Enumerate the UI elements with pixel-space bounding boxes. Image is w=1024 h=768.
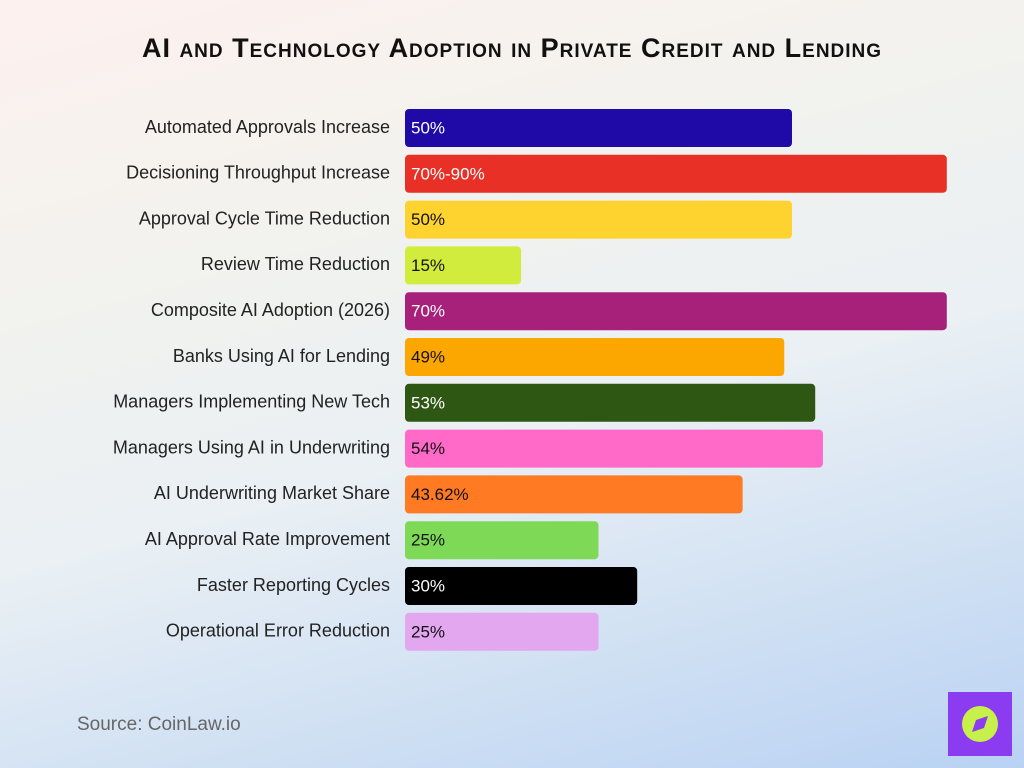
category-label: Managers Implementing New Tech bbox=[113, 392, 390, 412]
bar bbox=[405, 521, 599, 560]
value-label: 50% bbox=[411, 118, 445, 137]
bar bbox=[405, 246, 522, 285]
value-label: 30% bbox=[411, 576, 445, 595]
logo bbox=[948, 692, 1012, 756]
category-label: Managers Using AI in Underwriting bbox=[113, 437, 390, 457]
bar bbox=[405, 200, 792, 239]
category-label: Approval Cycle Time Reduction bbox=[139, 208, 390, 228]
bar bbox=[405, 338, 785, 376]
bar bbox=[405, 475, 743, 514]
value-label: 53% bbox=[411, 393, 445, 412]
category-label: Composite AI Adoption (2026) bbox=[151, 300, 390, 320]
bar bbox=[405, 612, 599, 651]
value-label: 70%-90% bbox=[411, 164, 485, 183]
category-label: Banks Using AI for Lending bbox=[173, 346, 390, 366]
bar bbox=[405, 429, 823, 468]
bar bbox=[405, 292, 947, 331]
category-label: Faster Reporting Cycles bbox=[197, 575, 390, 595]
value-label: 50% bbox=[411, 210, 445, 229]
category-label: Review Time Reduction bbox=[201, 254, 390, 274]
logo-mark bbox=[972, 716, 988, 732]
category-label: AI Underwriting Market Share bbox=[154, 483, 390, 503]
source: Source: CoinLaw.io bbox=[77, 714, 241, 735]
category-label: AI Approval Rate Improvement bbox=[145, 529, 390, 549]
bar bbox=[405, 567, 638, 605]
category-label: Automated Approvals Increase bbox=[145, 117, 390, 137]
bar bbox=[405, 109, 792, 147]
category-label: Decisioning Throughput Increase bbox=[126, 163, 390, 183]
chart-title: AI and Technology Adoption in Private Cr… bbox=[142, 33, 882, 63]
value-label: 70% bbox=[411, 302, 445, 321]
value-label: 15% bbox=[411, 256, 445, 275]
bar bbox=[405, 154, 947, 193]
value-label: 54% bbox=[411, 439, 445, 458]
value-label: 43.62% bbox=[411, 485, 469, 504]
value-label: 25% bbox=[411, 531, 445, 550]
bar bbox=[405, 383, 816, 422]
value-label: 49% bbox=[411, 347, 445, 366]
category-label: Operational Error Reduction bbox=[166, 621, 390, 641]
value-label: 25% bbox=[411, 622, 445, 641]
